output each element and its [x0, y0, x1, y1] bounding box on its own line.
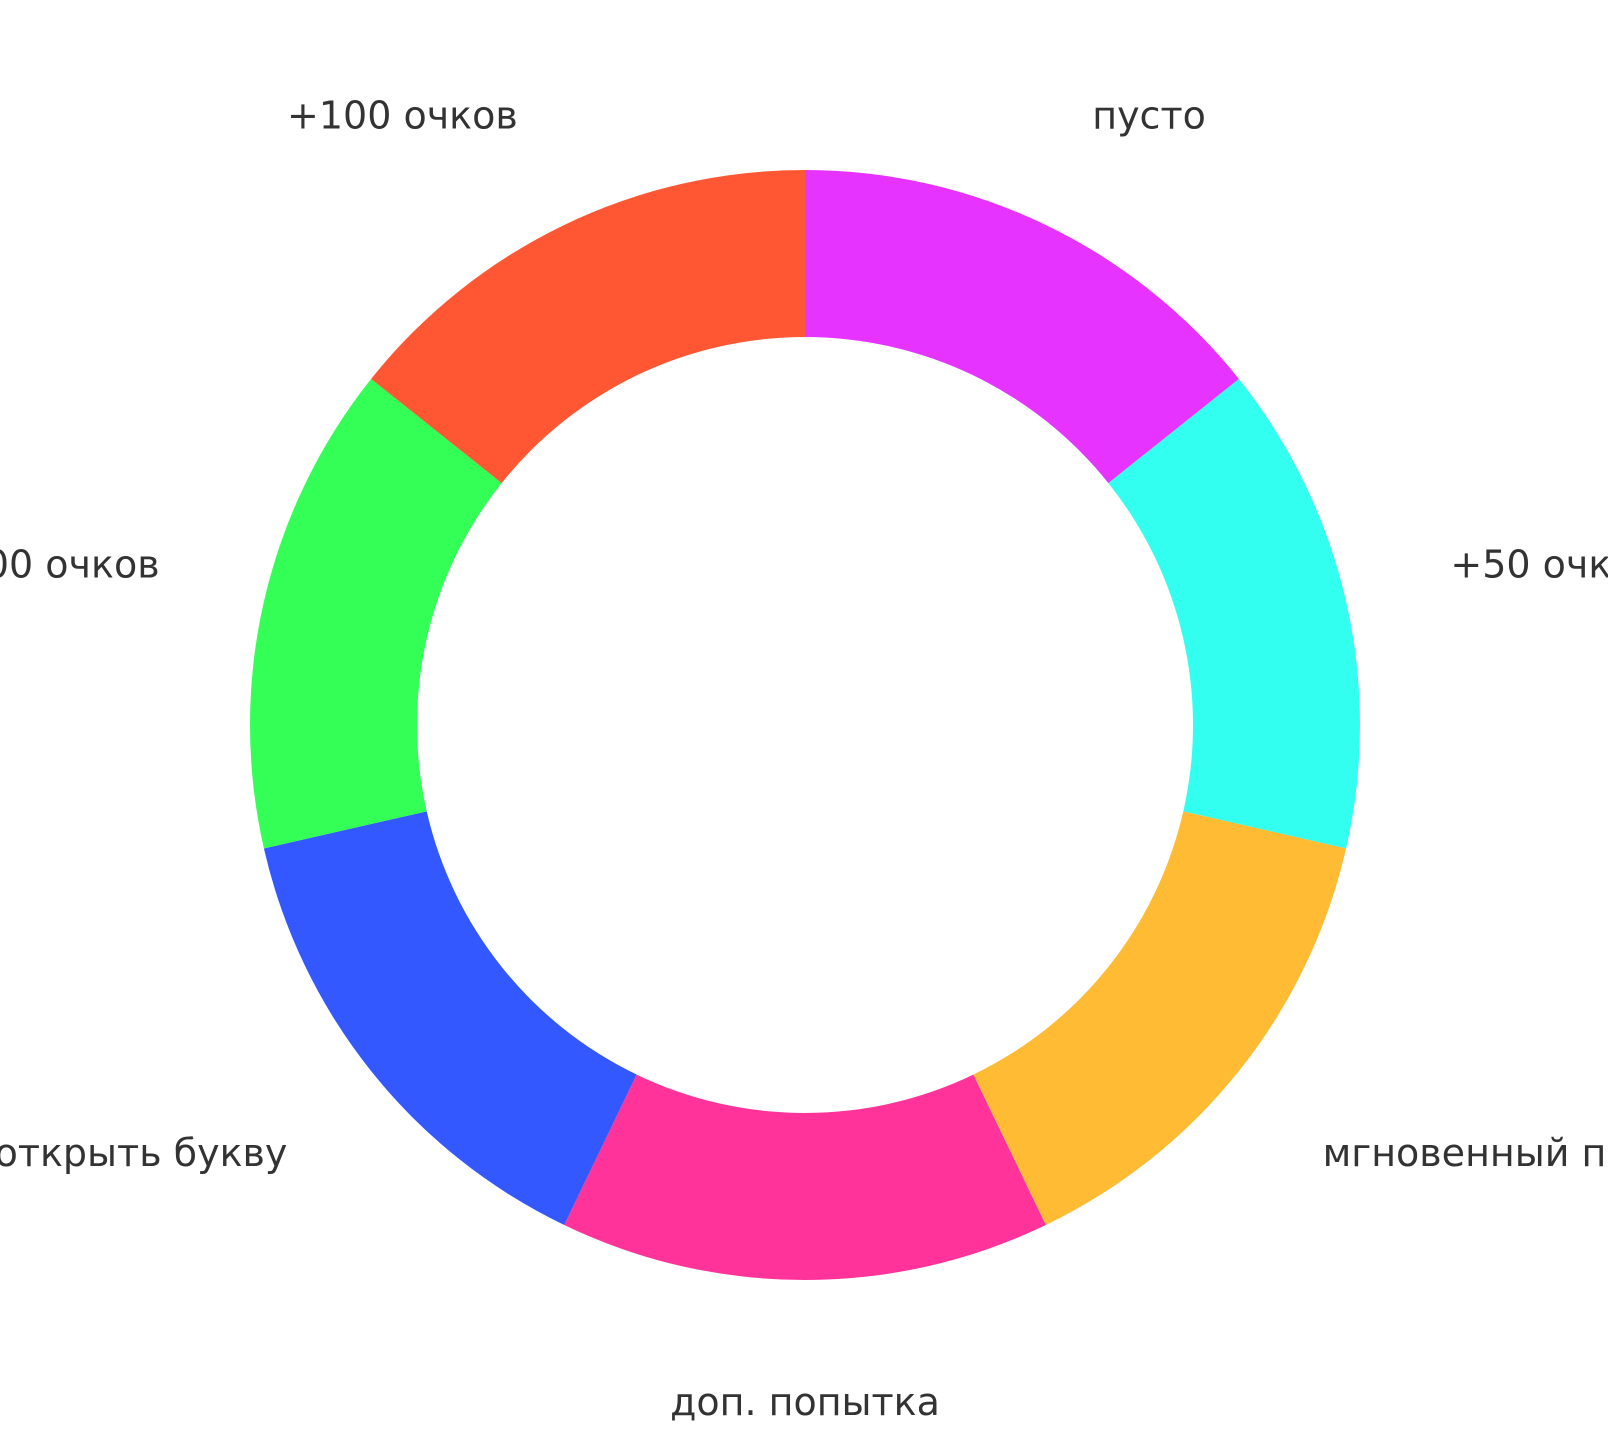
slice-label-3: доп. попытка [670, 1380, 940, 1424]
donut-slices [249, 169, 1360, 1280]
slice-3 [564, 1074, 1046, 1280]
slice-label-4: открыть букву [0, 1131, 287, 1175]
slice-1 [1108, 378, 1360, 849]
slice-label-0: пусто [1092, 94, 1206, 138]
slice-label-1: +50 очков [1450, 543, 1608, 587]
slice-labels: пусто +50 очков мгновенный проигрыш доп. по… [0, 94, 1608, 1424]
slice-0 [805, 170, 1239, 484]
slice-5 [249, 378, 502, 849]
slice-label-2: мгновенный проигрыш [1323, 1131, 1608, 1175]
slice-4 [263, 811, 637, 1226]
slice-2 [973, 811, 1347, 1226]
slice-6 [371, 169, 805, 484]
slice-label-5: +200 очков [0, 543, 160, 587]
slice-label-6: +100 очков [287, 94, 518, 138]
